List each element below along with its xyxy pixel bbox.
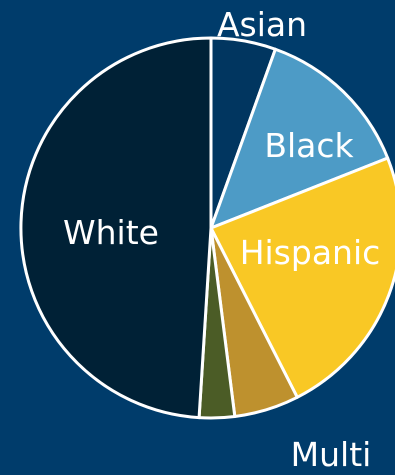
slice-labels: Asian Black Hispanic Multi White [63,5,380,474]
white-label: White [63,213,159,252]
hispanic-label: Hispanic [240,233,381,272]
asian-label: Asian [217,5,307,44]
black-slice [209,47,390,230]
hispanic-slice [209,156,395,399]
multi-label: Multi [291,435,372,474]
black-label: Black [264,126,354,165]
white-slice [19,36,213,420]
pie-slices [19,36,395,420]
